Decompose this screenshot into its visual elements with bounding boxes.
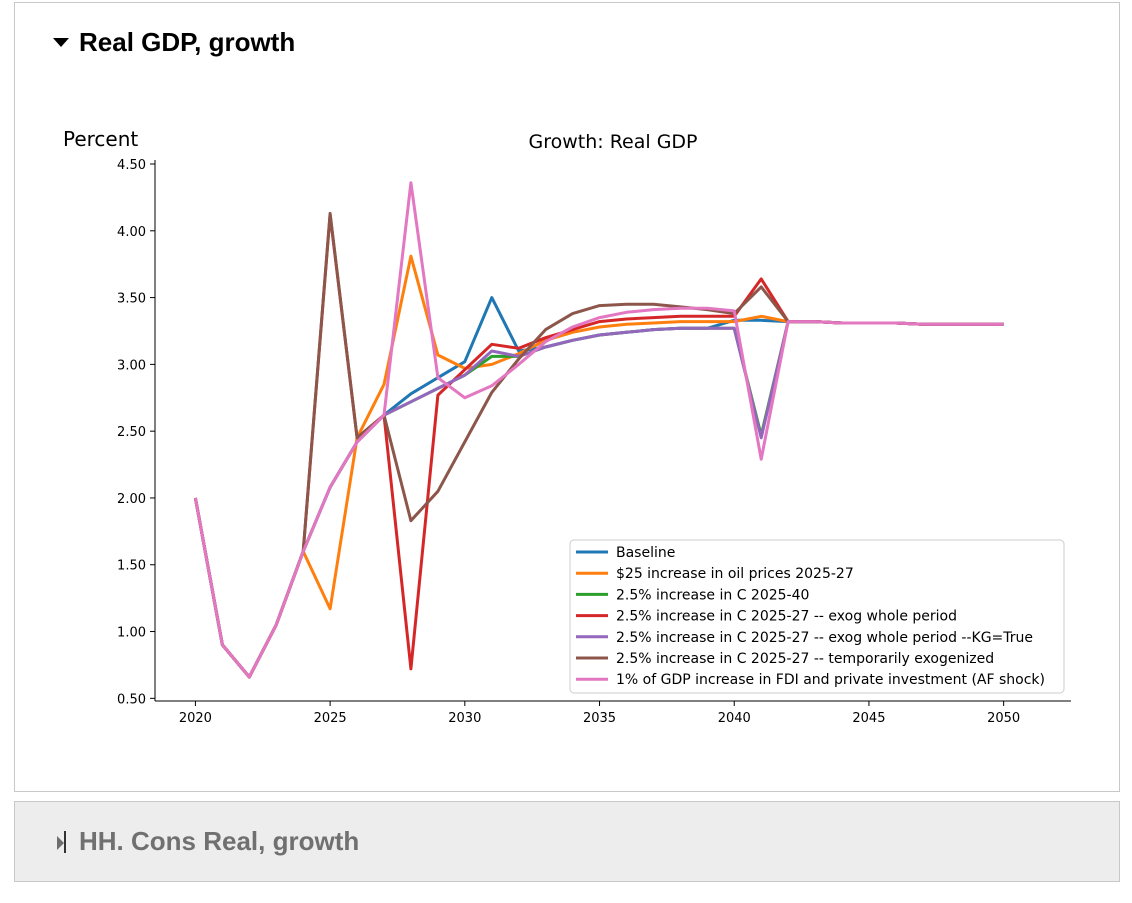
y-tick-label: 1.00 — [117, 626, 146, 641]
x-tick-label: 2020 — [179, 711, 212, 726]
hh-cons-real-growth-panel-toggle[interactable]: HH. Cons Real, growth — [57, 826, 359, 857]
legend-label: 2.5% increase in C 2025-27 -- temporaril… — [616, 651, 994, 667]
y-tick-label: 0.50 — [117, 692, 146, 707]
chart-title: Growth: Real GDP — [528, 131, 697, 153]
legend-label: $25 increase in oil prices 2025-27 — [616, 566, 854, 582]
collapsed-panel-title: HH. Cons Real, growth — [79, 826, 360, 856]
y-tick-label: 2.50 — [117, 425, 146, 440]
y-tick-label: 1.50 — [117, 559, 146, 574]
y-tick-label: 2.00 — [117, 492, 146, 507]
x-tick-label: 2025 — [314, 711, 347, 726]
y-tick-label: 3.50 — [117, 292, 146, 307]
caret-down-icon — [53, 38, 69, 47]
hh-cons-real-growth-panel[interactable]: HH. Cons Real, growth — [14, 801, 1120, 882]
y-tick-label: 4.00 — [117, 225, 146, 240]
panel-title: Real GDP, growth — [79, 27, 296, 57]
x-tick-label: 2045 — [852, 711, 885, 726]
y-tick-label: 4.50 — [117, 158, 146, 173]
legend-label: 1% of GDP increase in FDI and private in… — [616, 672, 1045, 688]
legend-label: 2.5% increase in C 2025-40 — [616, 587, 809, 603]
real-gdp-growth-panel: Real GDP, growth 0.50 1.00 1.50 2.00 2.50 3.0… — [14, 2, 1120, 792]
legend-box — [569, 539, 1065, 694]
series-line-7 — [193, 181, 1004, 679]
legend-label: 2.5% increase in C 2025-27 -- exog whole… — [616, 609, 957, 625]
x-tick-label: 2030 — [448, 711, 481, 726]
x-tick-label: 2050 — [987, 711, 1020, 726]
legend-label: 2.5% increase in C 2025-27 -- exog whole… — [616, 630, 1033, 646]
legend-label: Baseline — [616, 545, 675, 561]
y-axis-label: Percent — [63, 127, 138, 151]
x-tick-label: 2040 — [718, 711, 751, 726]
y-tick-label: 3.00 — [117, 358, 146, 373]
real-gdp-growth-chart: 0.50 1.00 1.50 2.00 2.50 3.00 3.50 4.00 4.50 2020… — [63, 127, 1071, 726]
x-tick-label: 2035 — [583, 711, 616, 726]
real-gdp-growth-panel-toggle[interactable]: Real GDP, growth — [53, 27, 295, 58]
caret-right-icon — [57, 829, 67, 855]
